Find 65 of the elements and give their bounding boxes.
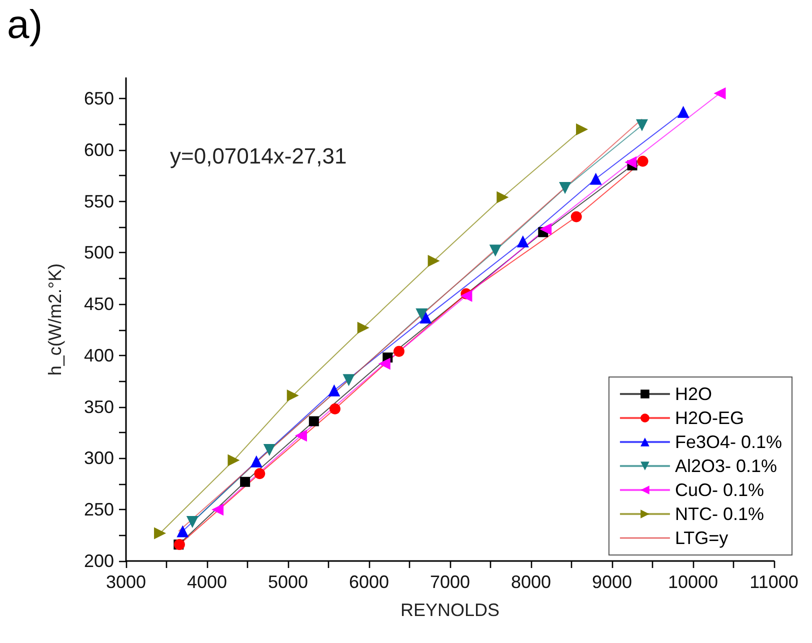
point	[677, 106, 690, 118]
point	[460, 290, 472, 302]
point	[559, 182, 572, 194]
point	[286, 390, 299, 402]
y-tick-label: 350	[84, 396, 114, 417]
point	[516, 235, 529, 248]
x-tick-label: 8000	[510, 572, 552, 592]
y-tick-label: 250	[84, 500, 114, 520]
y-tick-label: 550	[84, 191, 114, 212]
point	[186, 516, 198, 528]
legend-label: Al2O3- 0.1%	[674, 456, 778, 476]
point	[263, 444, 276, 456]
point	[308, 416, 319, 426]
point	[294, 430, 307, 442]
point	[428, 254, 440, 267]
y-tick-label: 600	[84, 140, 114, 160]
y-tick-label: 650	[84, 88, 114, 109]
x-tick-label: 5000	[268, 572, 308, 592]
x-tick-label: 10000	[668, 572, 718, 592]
x-tick-label: 7000	[430, 572, 470, 592]
chart-title: a)	[7, 3, 43, 47]
point	[624, 156, 637, 168]
y-tick-label: 400	[84, 345, 114, 366]
point	[570, 211, 582, 222]
point	[228, 454, 240, 466]
legend-label: H2O	[674, 384, 712, 404]
point	[378, 358, 390, 370]
y-tick-label: 200	[84, 551, 114, 571]
point	[576, 123, 588, 136]
point	[489, 244, 502, 257]
point	[590, 172, 602, 185]
y-axis-title: h_c(W/m2.°K)	[45, 263, 65, 376]
x-axis-title: REYNOLDS	[400, 600, 500, 620]
point	[342, 374, 355, 386]
point	[357, 322, 370, 334]
x-tick-label: 11000	[750, 572, 798, 592]
y-tick-label: 500	[84, 242, 114, 263]
x-tick-label: 3000	[106, 572, 146, 592]
legend-label: CuO- 0.1%	[674, 480, 764, 500]
x-tick-label: 6000	[348, 572, 390, 592]
point	[637, 156, 648, 167]
point	[240, 476, 250, 487]
legend-label: H2O-EG	[674, 408, 744, 428]
point	[636, 119, 648, 132]
x-tick-label: 9000	[592, 572, 632, 592]
point	[416, 308, 428, 320]
point	[496, 191, 509, 204]
legend-label: LTG=y	[674, 528, 728, 548]
point	[420, 311, 432, 324]
point	[328, 384, 340, 396]
legend-label: NTC- 0.1%	[674, 504, 764, 524]
y-tick-label: 450	[84, 294, 114, 314]
y-tick-label: 300	[84, 448, 114, 468]
point	[254, 468, 266, 480]
point	[176, 525, 189, 538]
point	[393, 346, 404, 357]
point	[212, 504, 224, 516]
point	[250, 455, 262, 468]
legend-label: Fe3O4- 0.1%	[674, 432, 782, 452]
annotation: y=0,07014x-27,31	[170, 144, 347, 168]
point	[540, 223, 552, 236]
x-tick-label: 4000	[186, 572, 228, 592]
point	[714, 87, 726, 100]
point	[329, 403, 340, 414]
point	[154, 527, 166, 540]
